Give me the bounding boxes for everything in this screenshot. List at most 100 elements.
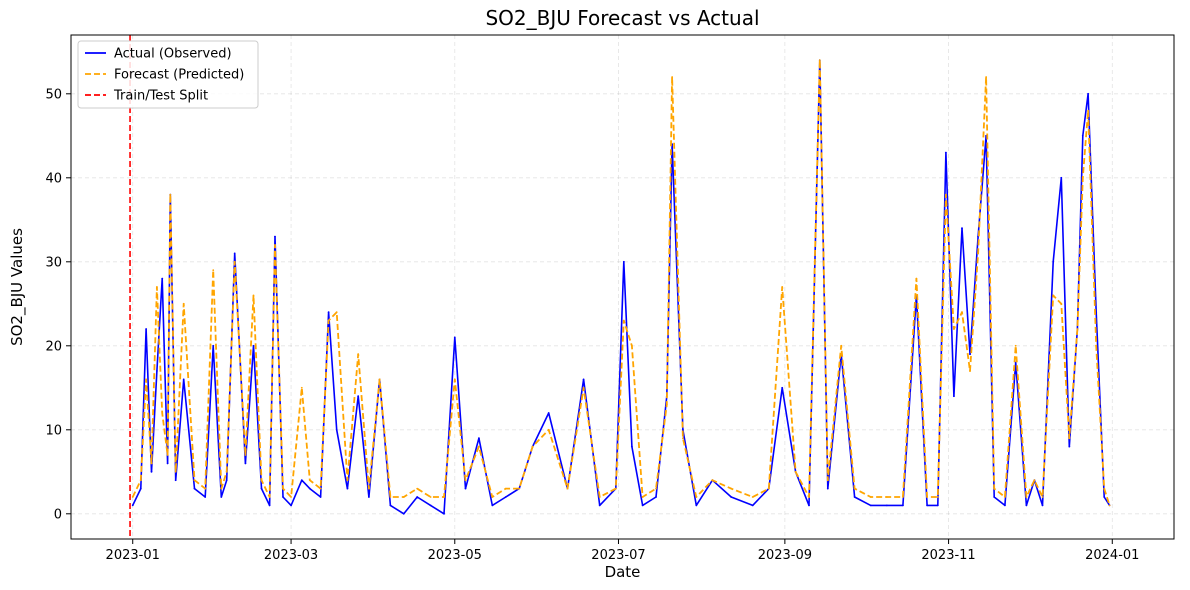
actual-point: [582, 378, 585, 381]
forecast-point: [367, 487, 370, 490]
actual-point: [319, 496, 322, 498]
forecast-point: [751, 496, 754, 498]
y-axis-label: SO2_BJU Values: [8, 228, 27, 346]
chart-title: SO2_BJU Forecast vs Actual: [485, 6, 759, 30]
actual-point: [155, 370, 158, 372]
forecast-point: [1060, 302, 1063, 305]
actual-point: [150, 470, 153, 473]
actual-point: [695, 504, 698, 507]
actual-point: [869, 504, 872, 507]
forecast-point: [139, 479, 142, 482]
y-tick-label: 10: [45, 423, 62, 438]
actual-point: [630, 445, 633, 448]
forecast-point: [389, 496, 392, 498]
actual-point: [1060, 176, 1063, 179]
forecast-point: [1004, 496, 1006, 498]
actual-point: [826, 487, 829, 490]
forecast-point: [169, 193, 172, 196]
forecast-point: [327, 319, 330, 322]
x-tick-label: 2024-01: [1085, 548, 1139, 563]
actual-point: [936, 504, 939, 507]
actual-point: [926, 504, 928, 507]
forecast-point: [961, 311, 963, 314]
actual-point: [504, 496, 507, 498]
forecast-point: [220, 487, 223, 490]
forecast-point: [826, 479, 829, 482]
forecast-point: [655, 487, 657, 490]
actual-point: [327, 311, 330, 314]
forecast-point: [453, 378, 456, 381]
forecast-point: [1081, 176, 1084, 179]
forecast-point: [335, 311, 338, 314]
actual-point: [233, 252, 236, 255]
actual-point: [969, 353, 971, 356]
actual-point: [1025, 504, 1028, 507]
legend-label: Train/Test Split: [113, 89, 208, 104]
forecast-point: [174, 470, 177, 473]
forecast-point: [478, 445, 480, 448]
legend-box: [77, 40, 259, 109]
series-group: [129, 35, 1111, 539]
forecast-point: [416, 487, 419, 490]
actual-point: [252, 344, 255, 347]
actual-point: [260, 487, 263, 490]
forecast-point: [547, 428, 550, 431]
forecast-point: [730, 487, 733, 490]
forecast-point: [204, 487, 207, 490]
actual-point: [993, 496, 996, 498]
actual-point: [416, 496, 419, 498]
forecast-point: [869, 496, 872, 498]
actual-point: [622, 260, 625, 263]
actual-point: [429, 504, 432, 507]
forecast-point: [993, 487, 996, 490]
forecast-point: [695, 496, 698, 498]
actual-point: [655, 496, 657, 498]
forecast-point: [378, 378, 381, 381]
forecast-point: [582, 386, 585, 389]
forecast-point: [885, 496, 888, 498]
forecast-point: [443, 496, 445, 498]
forecast-point: [566, 487, 569, 490]
x-axis: 2023-01 2023-03 2023-05 2023-07 2023-09 2023-…: [106, 539, 1139, 563]
actual-point: [953, 395, 955, 398]
actual-point: [1087, 92, 1090, 95]
forecast-point: [808, 496, 810, 498]
forecast-point: [346, 479, 349, 482]
actual-point: [131, 504, 134, 507]
forecast-point: [985, 76, 988, 78]
actual-point: [681, 428, 684, 431]
actual-point: [464, 487, 467, 490]
actual-point: [751, 504, 754, 507]
actual-point: [145, 328, 148, 330]
actual-point: [346, 487, 349, 490]
plot-series: [129, 35, 1111, 539]
forecast-point: [193, 479, 196, 482]
actual-point: [166, 462, 169, 465]
forecast-point: [944, 193, 947, 196]
forecast-point: [671, 76, 674, 78]
forecast-point: [622, 319, 625, 322]
forecast-point: [518, 487, 521, 490]
x-axis-label: Date: [605, 563, 641, 581]
actual-point: [268, 504, 271, 507]
actual-point: [274, 235, 276, 238]
y-tick-label: 0: [54, 507, 62, 522]
actual-point: [961, 227, 963, 230]
forecast-point: [953, 328, 955, 330]
actual-point: [598, 504, 601, 507]
actual-point: [1041, 504, 1044, 507]
plot-frame: [70, 34, 1175, 540]
forecast-point: [681, 437, 684, 440]
actual-point: [193, 487, 196, 490]
x-tick-label: 2023-01: [106, 548, 160, 563]
actual-point: [443, 512, 445, 515]
actual-point: [547, 412, 550, 414]
forecast-point: [131, 496, 134, 498]
forecast-point: [212, 269, 215, 272]
forecast-point: [1068, 437, 1071, 440]
actual-point: [244, 462, 247, 465]
forecast-point: [969, 370, 971, 372]
forecast-point: [282, 487, 284, 490]
actual-point: [902, 504, 904, 507]
